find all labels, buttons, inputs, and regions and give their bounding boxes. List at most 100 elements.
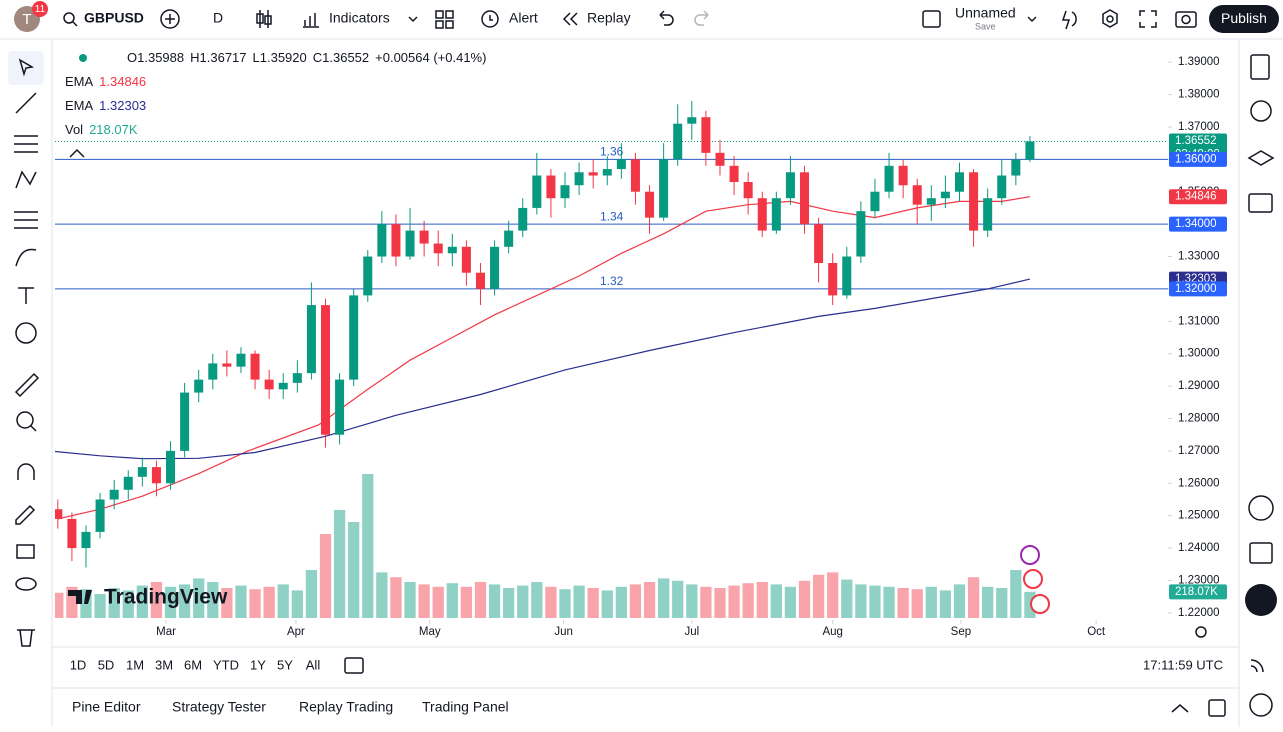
undo[interactable] (659, 10, 674, 26)
panel-tab[interactable]: Replay Trading (299, 699, 393, 715)
chart-type[interactable] (256, 13, 264, 24)
collapse-legend[interactable] (69, 148, 85, 158)
volume-bar (376, 572, 388, 618)
text-tool[interactable] (18, 287, 34, 304)
price-tag (1169, 151, 1227, 167)
volume-bar (700, 586, 712, 618)
event-marker[interactable] (1023, 569, 1043, 589)
settings[interactable] (1102, 9, 1118, 28)
chats[interactable] (1248, 193, 1273, 213)
volume-bar (94, 594, 106, 618)
maximize-panel[interactable] (1208, 699, 1226, 717)
forecast-tool[interactable] (14, 211, 38, 229)
timeframe-button[interactable]: 3M (155, 657, 173, 672)
symbol[interactable]: GBPUSD (84, 10, 144, 26)
quick-search[interactable] (1061, 10, 1077, 30)
expand-panel[interactable] (1171, 704, 1189, 713)
candle-body (363, 256, 373, 296)
timeframes: 1D 5D 1M 3M 6M YTD 1Y 5Y All (70, 657, 321, 672)
icon-tool[interactable] (15, 322, 37, 344)
volume-bar (333, 510, 346, 618)
layout-icon[interactable] (922, 10, 941, 28)
redo[interactable] (694, 10, 709, 26)
event-marker[interactable] (1030, 594, 1050, 614)
candle-body (701, 117, 711, 153)
save-label[interactable]: Save (975, 21, 996, 31)
interval[interactable]: D (213, 10, 223, 26)
candle-body (55, 509, 63, 519)
indicators-button[interactable]: Indicators (329, 10, 390, 26)
candle-body (278, 382, 288, 390)
volume-bar (460, 586, 473, 618)
candle-body (687, 117, 697, 124)
candle-body (419, 230, 429, 244)
go-to-date[interactable] (344, 657, 364, 674)
volume-bar (291, 590, 303, 618)
magnet[interactable] (17, 463, 35, 480)
volume-bar (418, 584, 430, 618)
volume-bar (150, 582, 163, 618)
search-icon[interactable] (63, 12, 75, 24)
indicators-icon[interactable] (303, 13, 319, 28)
candle-body (447, 246, 457, 254)
fib-tool[interactable] (14, 135, 38, 153)
remove[interactable] (17, 629, 35, 647)
timeframe-button[interactable]: 5D (98, 657, 115, 672)
ruler[interactable] (14, 372, 40, 398)
candle-body (194, 379, 204, 393)
alerts[interactable] (1250, 100, 1272, 122)
replay-icon[interactable] (562, 12, 578, 26)
fullscreen[interactable] (1139, 10, 1157, 28)
left-toolbar (8, 40, 53, 727)
timeframe-button[interactable]: All (306, 657, 321, 672)
trend-line[interactable] (15, 92, 37, 114)
templates[interactable] (435, 10, 444, 19)
calendar[interactable] (1249, 542, 1273, 564)
timeframe-button[interactable]: 6M (184, 657, 202, 672)
indicator-legend: Vol 218.07K (65, 122, 138, 137)
pattern-tool[interactable] (15, 170, 37, 189)
watchlist[interactable] (1250, 54, 1270, 80)
candle-body (884, 165, 894, 192)
panel-tab[interactable]: Pine Editor (72, 699, 141, 715)
volume-bar (404, 582, 416, 618)
axis-settings[interactable] (1195, 626, 1207, 638)
snapshot[interactable] (1175, 11, 1197, 28)
ideas[interactable] (1248, 495, 1274, 521)
plot-area: 1.36 1.34 1.32 (55, 101, 1168, 618)
zoom[interactable] (16, 411, 34, 429)
lock[interactable] (16, 544, 35, 559)
panel-tab[interactable]: Trading Panel (422, 699, 509, 715)
y-tick-label: 1.28000 (1178, 413, 1220, 425)
alert-button[interactable]: Alert (509, 10, 538, 26)
add-symbol[interactable] (160, 9, 180, 29)
alert-icon[interactable] (481, 10, 499, 28)
timeframe-button[interactable]: YTD (213, 657, 239, 672)
replay-button[interactable]: Replay (587, 10, 631, 26)
object-tree[interactable] (1247, 150, 1275, 166)
news[interactable] (1250, 659, 1264, 673)
brush-tool[interactable] (15, 248, 37, 267)
volume-bar (178, 584, 191, 618)
products[interactable] (1245, 584, 1277, 616)
stay-drawing[interactable] (15, 504, 36, 525)
timeframe-button[interactable]: 5Y (277, 657, 293, 672)
timeframe-button[interactable]: 1M (126, 657, 144, 672)
price-tag-label: 1.32000 (1175, 283, 1217, 295)
publish-button[interactable] (1209, 5, 1279, 33)
timeframe-button[interactable]: 1Y (250, 657, 266, 672)
hide[interactable] (15, 577, 37, 591)
panel-tab[interactable]: Strategy Tester (172, 699, 266, 715)
panel-tabs: Pine Editor Strategy Tester Replay Trading… (72, 699, 509, 715)
volume-bar (207, 582, 219, 618)
help[interactable] (1249, 693, 1273, 717)
candle-body (109, 489, 119, 500)
timeframe-button[interactable]: 1D (70, 657, 87, 672)
volume-bar (982, 586, 994, 618)
publish-label[interactable]: Publish (1221, 10, 1267, 26)
candle-body (151, 467, 161, 484)
event-marker[interactable] (1020, 545, 1040, 565)
ohlc-value: 1.36552 (322, 50, 369, 65)
layout-name[interactable]: Unnamed (955, 5, 1016, 21)
candle-body (180, 392, 190, 451)
